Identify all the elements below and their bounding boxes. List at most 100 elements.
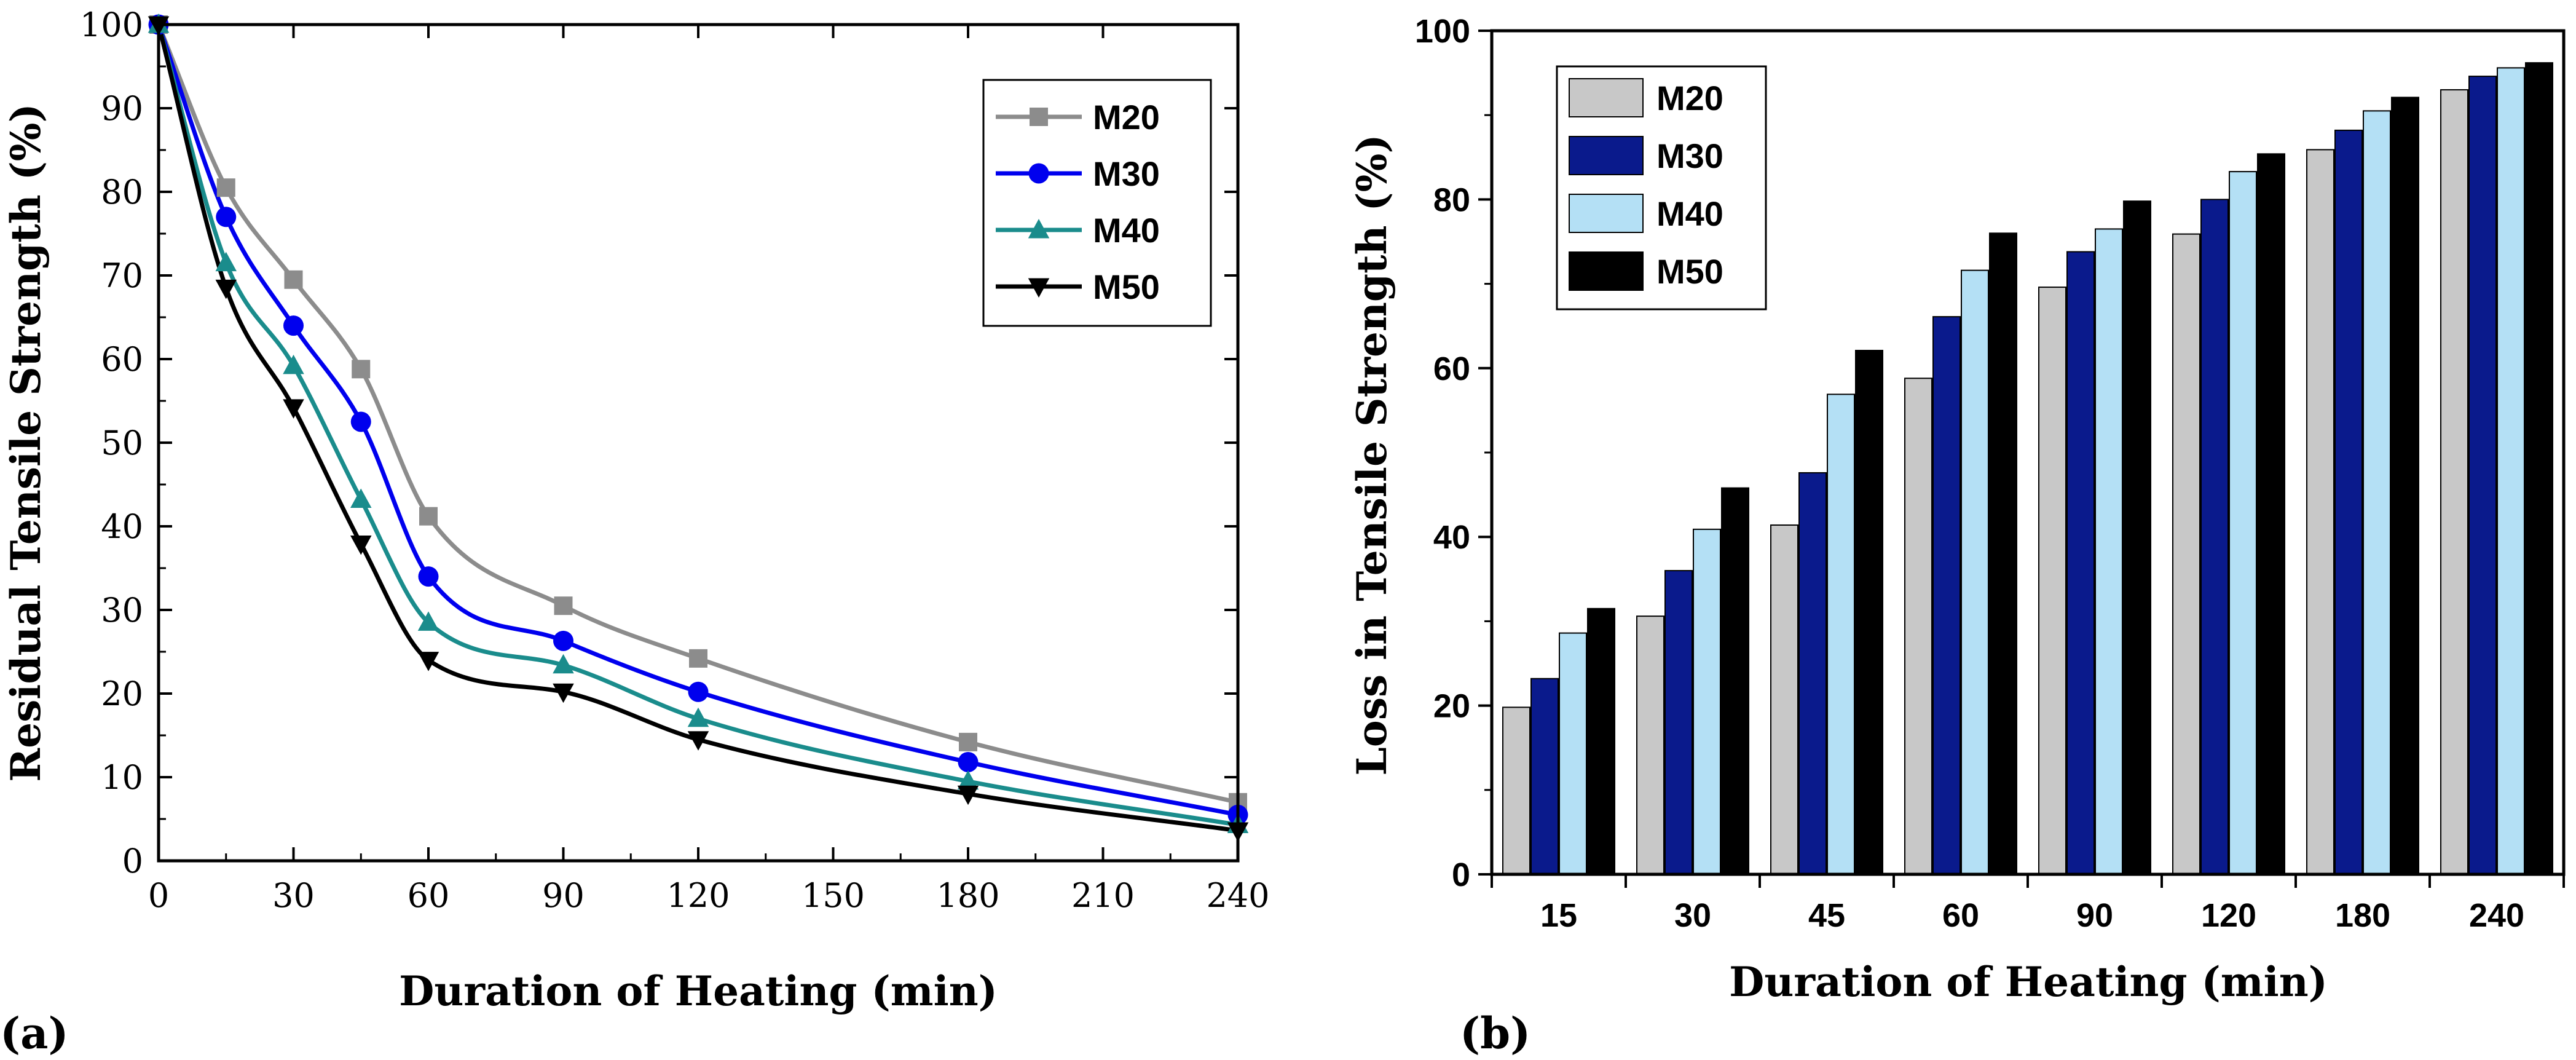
x-tick-label-a: 240 [1206,876,1269,915]
x-tick-label-b: 15 [1540,897,1577,934]
panel-b-bar-chart: 15 30 45 60 90 120 180 240 0 20 40 60 80 100 Duratio… [1348,13,2566,1059]
y-tick-label-b: 20 [1433,688,1470,725]
legend-a: M20 M30 M40 M50 [982,79,1212,327]
y-tick-label-b: 100 [1415,13,1470,50]
bar-m30 [1932,316,1961,875]
x-tick-label-a: 210 [1071,876,1135,915]
bar-m30 [2334,129,2363,875]
y-tick-label-b: 0 [1452,856,1470,893]
y-tick-label-a: 70 [101,256,143,295]
bar-m20 [2172,233,2200,876]
bar-m20 [2038,287,2066,875]
legend-marker-m20 [1030,108,1048,126]
x-axis-title-a: Duration of Heating (min) [399,967,998,1015]
data-point-m40 [350,488,372,508]
bar-m20 [1770,524,1798,875]
data-point-m20 [352,360,371,379]
data-point-m30 [688,681,709,702]
bar-m40 [1961,269,1989,875]
bar-m30 [2468,76,2497,875]
x-tick-label-a: 90 [542,876,585,915]
x-tick-label-b: 240 [2469,897,2524,934]
y-axis-title-a: Residual Tensile Strength (%) [2,103,50,781]
panel-label-b: (b) [1460,1008,1530,1059]
bar-m30 [1664,570,1693,876]
bar-m30 [2200,199,2229,875]
legend-label-m30: M30 [1656,136,1723,175]
data-point-m30 [350,411,371,432]
panel-a-line-chart: 0 30 60 90 120 150 180 210 240 0 10 20 30 40 50 60 70 80… [0,6,1270,1059]
bar-m40 [1693,528,1721,875]
legend-swatch-m30 [1569,136,1644,175]
data-point-m30 [418,566,439,587]
x-tick-label-a: 60 [408,876,450,915]
x-tick-label-a: 0 [148,876,169,915]
x-tick-label-a: 30 [272,876,315,915]
data-point-m20 [419,507,438,526]
data-point-m40 [417,611,439,631]
data-point-m20 [959,732,977,751]
x-tick-label-b: 30 [1674,897,1711,934]
data-point-m50 [283,399,304,419]
bar-m40 [2095,228,2123,875]
data-point-m40 [957,770,979,790]
x-tick-label-b: 120 [2201,897,2256,934]
series-line-m30 [156,23,1239,817]
legend-label-m40: M40 [1093,211,1160,250]
x-tick-label-b: 60 [1942,897,1979,934]
legend-swatch-m50 [1569,251,1644,291]
data-point-m50 [687,731,709,751]
legend-marker-m30 [1028,163,1049,184]
data-point-m40 [553,654,574,674]
y-axis-title-b: Loss in Tensile Strength (%) [1348,134,1396,775]
x-axis-title-b: Duration of Heating (min) [1729,958,2328,1006]
bar-m50 [2123,200,2151,875]
y-tick-label-a: 20 [101,674,143,713]
bar-m30 [2066,251,2095,875]
data-point-m40 [283,354,304,374]
legend-marker-m40 [1028,219,1050,239]
y-tick-label-a: 0 [122,842,143,880]
y-tick-label-b: 60 [1433,350,1470,387]
data-point-m30 [283,315,304,336]
legend-swatch-m40 [1569,194,1644,233]
legend-marker-m50 [1028,278,1050,298]
y-tick-label-a: 100 [80,6,143,44]
data-point-m20 [554,596,573,615]
x-tick-label-a: 150 [802,876,865,915]
data-point-m50 [553,683,574,703]
bar-m20 [1636,615,1664,876]
bar-m40 [2497,67,2525,875]
series-line-m50 [156,24,1239,833]
data-point-m50 [215,279,237,299]
bar-m30 [1798,472,1827,875]
y-tick-label-b: 40 [1433,519,1470,556]
data-point-m20 [216,178,235,197]
bar-m40 [1827,394,1855,875]
data-point-m40 [215,251,237,272]
legend-label-m50: M50 [1656,252,1723,291]
bar-m50 [1989,232,2017,875]
x-tick-label-a: 120 [666,876,730,915]
legend-label-m20: M20 [1093,98,1160,136]
bar-m40 [2229,171,2257,875]
legend-label-m40: M40 [1656,194,1723,233]
bar-m20 [2440,89,2468,875]
bar-m20 [1904,378,1932,875]
legend-swatch-m20 [1569,78,1644,117]
bar-m50 [2391,97,2419,876]
panel-label-a: (a) [0,1008,69,1059]
series-line-m40 [156,24,1239,827]
y-tick-label-a: 50 [101,424,143,462]
x-tick-label-b: 45 [1808,897,1845,934]
bar-m50 [1721,487,1749,875]
bar-m20 [2306,149,2334,875]
legend-b: M20 M30 M40 M50 [1556,65,1767,310]
bar-m50 [2525,62,2553,876]
bar-m50 [1855,349,1883,875]
y-tick-label-a: 90 [101,89,143,128]
bar-m20 [1502,706,1530,875]
y-tick-label-a: 60 [101,340,143,379]
legend-label-m50: M50 [1093,267,1160,306]
